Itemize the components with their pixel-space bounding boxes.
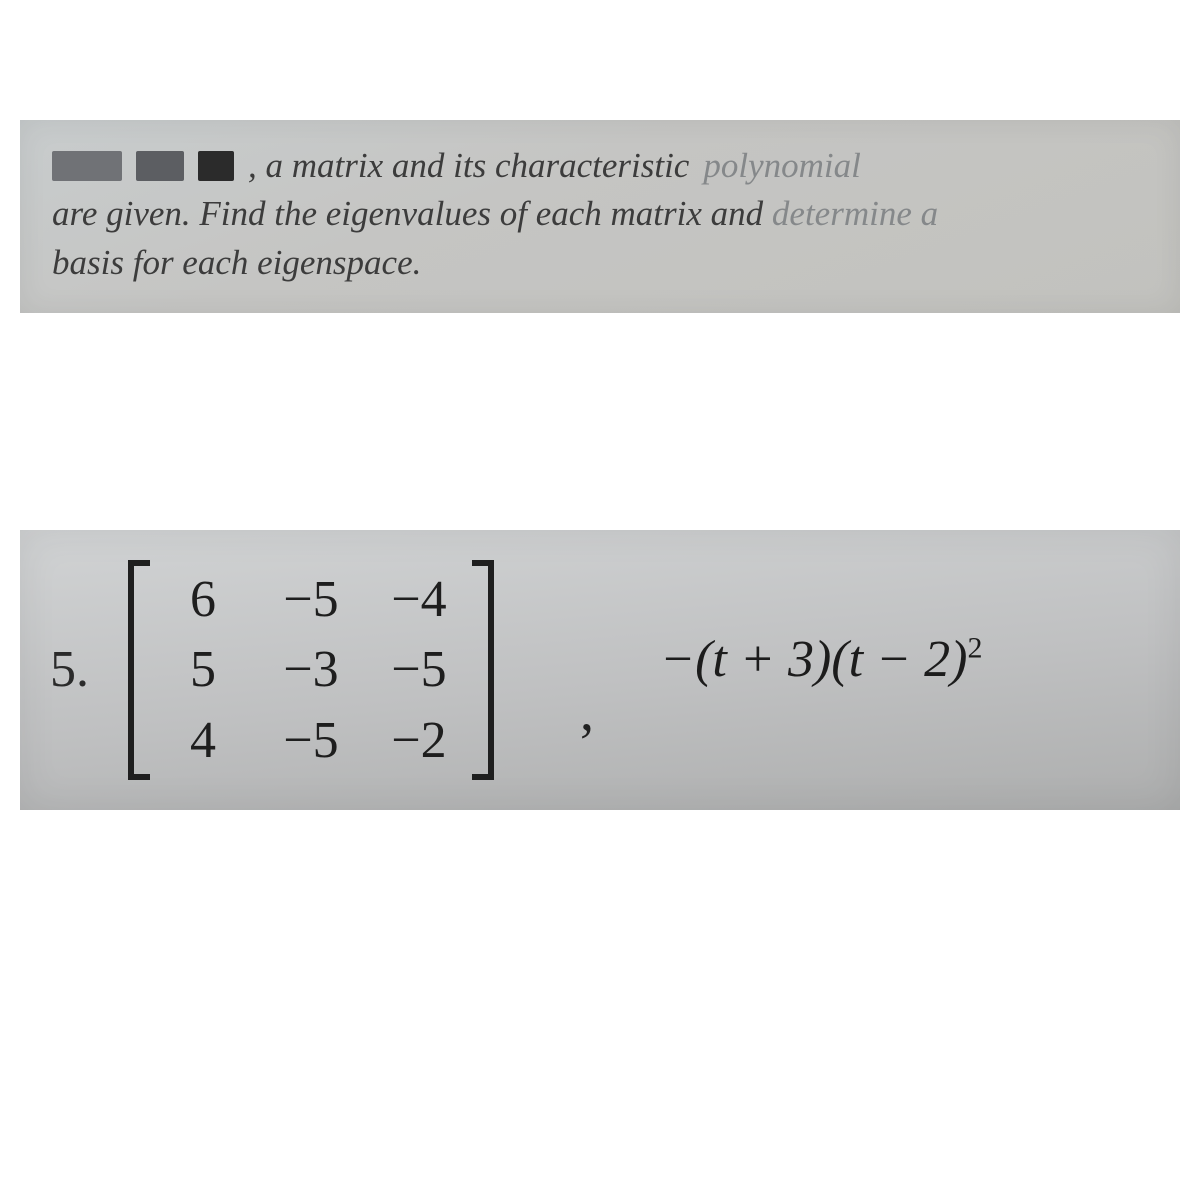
- instruction-line-2: are given. Find the eigenvalues of each …: [52, 190, 1152, 238]
- problem-inner: 5. 6 −5 −4 5 −3 −5 4 −5 −2 , −(t + 3: [20, 530, 1180, 810]
- matrix-cell: 5: [168, 640, 238, 699]
- matrix-cell: −5: [276, 570, 346, 629]
- instruction-line2b: Find the eigenvalues of each matrix and: [199, 194, 772, 233]
- redacted-block: [52, 151, 122, 181]
- instruction-line2b-fade: determine a: [772, 194, 938, 233]
- matrix-cell: −5: [276, 711, 346, 770]
- matrix-cell: −4: [384, 570, 454, 629]
- instruction-line2a: are given.: [52, 194, 199, 233]
- bracket-left-icon: [128, 560, 150, 780]
- matrix: 6 −5 −4 5 −3 −5 4 −5 −2: [128, 560, 494, 780]
- problem-panel: 5. 6 −5 −4 5 −3 −5 4 −5 −2 , −(t + 3: [20, 530, 1180, 810]
- redacted-block: [198, 151, 234, 181]
- matrix-grid: 6 −5 −4 5 −3 −5 4 −5 −2: [150, 560, 472, 780]
- instruction-line-3: basis for each eigenspace.: [52, 239, 1152, 287]
- matrix-cell: −3: [276, 640, 346, 699]
- page: , a matrix and its characteristic polyno…: [0, 0, 1200, 1200]
- matrix-cell: −2: [384, 711, 454, 770]
- matrix-cell: 4: [168, 711, 238, 770]
- characteristic-polynomial: −(t + 3)(t − 2)2: [660, 630, 982, 689]
- instruction-frag-lead-fade: polynomial: [703, 142, 860, 190]
- instruction-frag-lead: , a matrix and its characteristic: [248, 142, 689, 190]
- bracket-right-icon: [472, 560, 494, 780]
- matrix-cell: −5: [384, 640, 454, 699]
- char-poly-body: −(t + 3)(t − 2): [660, 631, 967, 688]
- instruction-panel: , a matrix and its characteristic polyno…: [20, 120, 1180, 313]
- instruction-line-1: , a matrix and its characteristic polyno…: [52, 142, 1152, 190]
- matrix-cell: 6: [168, 570, 238, 629]
- redacted-block: [136, 151, 184, 181]
- char-poly-exponent: 2: [967, 632, 982, 665]
- problem-number: 5.: [50, 640, 89, 699]
- separator-comma: ,: [580, 680, 594, 744]
